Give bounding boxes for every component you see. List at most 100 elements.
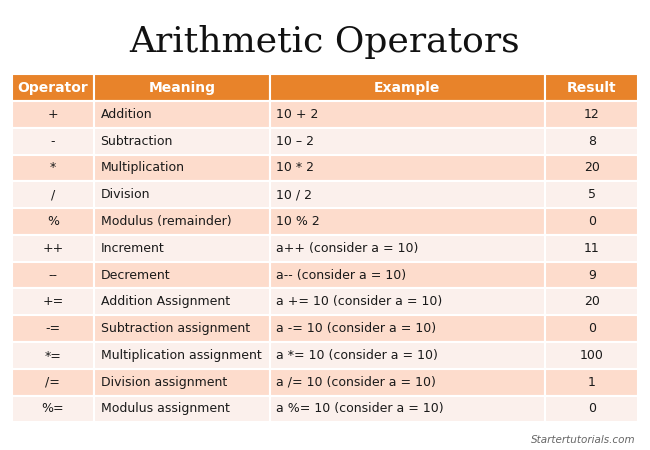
Text: Meaning: Meaning [148, 81, 215, 94]
Text: 0: 0 [588, 215, 596, 228]
Text: Modulus assignment: Modulus assignment [101, 402, 229, 415]
Text: --: -- [48, 269, 57, 282]
Bar [270, 315, 545, 342]
Bar [270, 128, 545, 155]
Bar [12, 315, 94, 342]
Text: /: / [51, 188, 55, 201]
Bar [270, 262, 545, 288]
Bar [270, 155, 545, 181]
Text: Division assignment: Division assignment [101, 376, 227, 389]
Text: 10 – 2: 10 – 2 [276, 135, 314, 148]
Text: a += 10 (consider a = 10): a += 10 (consider a = 10) [276, 295, 442, 308]
Text: Startertutorials.com: Startertutorials.com [531, 435, 636, 445]
Text: Result: Result [567, 81, 617, 94]
Bar [94, 101, 270, 128]
Bar [12, 396, 94, 422]
Bar [12, 208, 94, 235]
Bar [545, 235, 638, 262]
Bar [12, 369, 94, 396]
Text: +: + [47, 108, 58, 121]
Bar [12, 262, 94, 288]
Text: 1: 1 [588, 376, 595, 389]
Text: a /= 10 (consider a = 10): a /= 10 (consider a = 10) [276, 376, 436, 389]
Bar [94, 396, 270, 422]
Bar [94, 262, 270, 288]
Bar [545, 101, 638, 128]
Bar [270, 74, 545, 101]
Bar [12, 235, 94, 262]
Text: a *= 10 (consider a = 10): a *= 10 (consider a = 10) [276, 349, 438, 362]
Bar [270, 235, 545, 262]
Bar [12, 181, 94, 208]
Text: 9: 9 [588, 269, 595, 282]
Text: %=: %= [42, 402, 64, 415]
Text: -: - [51, 135, 55, 148]
Text: Subtraction assignment: Subtraction assignment [101, 322, 250, 335]
Bar [12, 74, 94, 101]
Bar [545, 288, 638, 315]
Bar [94, 74, 270, 101]
Text: 10 % 2: 10 % 2 [276, 215, 320, 228]
Text: +=: += [42, 295, 64, 308]
Text: 0: 0 [588, 322, 596, 335]
Bar [545, 315, 638, 342]
Bar [94, 181, 270, 208]
Bar [545, 342, 638, 369]
Text: a++ (consider a = 10): a++ (consider a = 10) [276, 242, 419, 255]
Text: 0: 0 [588, 402, 596, 415]
Bar [545, 396, 638, 422]
Text: 5: 5 [588, 188, 596, 201]
Bar [270, 288, 545, 315]
Text: Division: Division [101, 188, 150, 201]
Bar [270, 369, 545, 396]
Text: 20: 20 [584, 162, 600, 175]
Bar [94, 342, 270, 369]
Text: %: % [47, 215, 59, 228]
Bar [12, 288, 94, 315]
Bar [94, 235, 270, 262]
Text: a -= 10 (consider a = 10): a -= 10 (consider a = 10) [276, 322, 436, 335]
Text: ++: ++ [42, 242, 64, 255]
Bar [94, 155, 270, 181]
Text: 100: 100 [580, 349, 604, 362]
Text: Modulus (remainder): Modulus (remainder) [101, 215, 231, 228]
Text: a %= 10 (consider a = 10): a %= 10 (consider a = 10) [276, 402, 444, 415]
Text: 8: 8 [588, 135, 596, 148]
Bar [545, 369, 638, 396]
Bar [12, 155, 94, 181]
Text: a-- (consider a = 10): a-- (consider a = 10) [276, 269, 406, 282]
Bar [270, 208, 545, 235]
Bar [545, 262, 638, 288]
Text: Subtraction: Subtraction [101, 135, 173, 148]
Text: Example: Example [374, 81, 441, 94]
Bar [545, 155, 638, 181]
Text: Addition Assignment: Addition Assignment [101, 295, 229, 308]
Bar [94, 288, 270, 315]
Bar [94, 128, 270, 155]
Text: Operator: Operator [18, 81, 88, 94]
Text: Multiplication: Multiplication [101, 162, 185, 175]
Text: Multiplication assignment: Multiplication assignment [101, 349, 261, 362]
Bar [94, 369, 270, 396]
Text: 10 + 2: 10 + 2 [276, 108, 318, 121]
Bar [94, 315, 270, 342]
Text: 10 / 2: 10 / 2 [276, 188, 312, 201]
Bar [270, 342, 545, 369]
Text: 10 * 2: 10 * 2 [276, 162, 314, 175]
Text: *: * [50, 162, 56, 175]
Text: 20: 20 [584, 295, 600, 308]
Bar [94, 208, 270, 235]
Text: Increment: Increment [101, 242, 164, 255]
Bar [270, 181, 545, 208]
Text: 11: 11 [584, 242, 600, 255]
Bar [12, 342, 94, 369]
Text: -=: -= [46, 322, 60, 335]
Text: Addition: Addition [101, 108, 152, 121]
Text: /=: /= [46, 376, 60, 389]
Bar [270, 101, 545, 128]
Text: 12: 12 [584, 108, 600, 121]
Bar [545, 181, 638, 208]
Bar [12, 101, 94, 128]
Bar [545, 74, 638, 101]
Bar [12, 128, 94, 155]
